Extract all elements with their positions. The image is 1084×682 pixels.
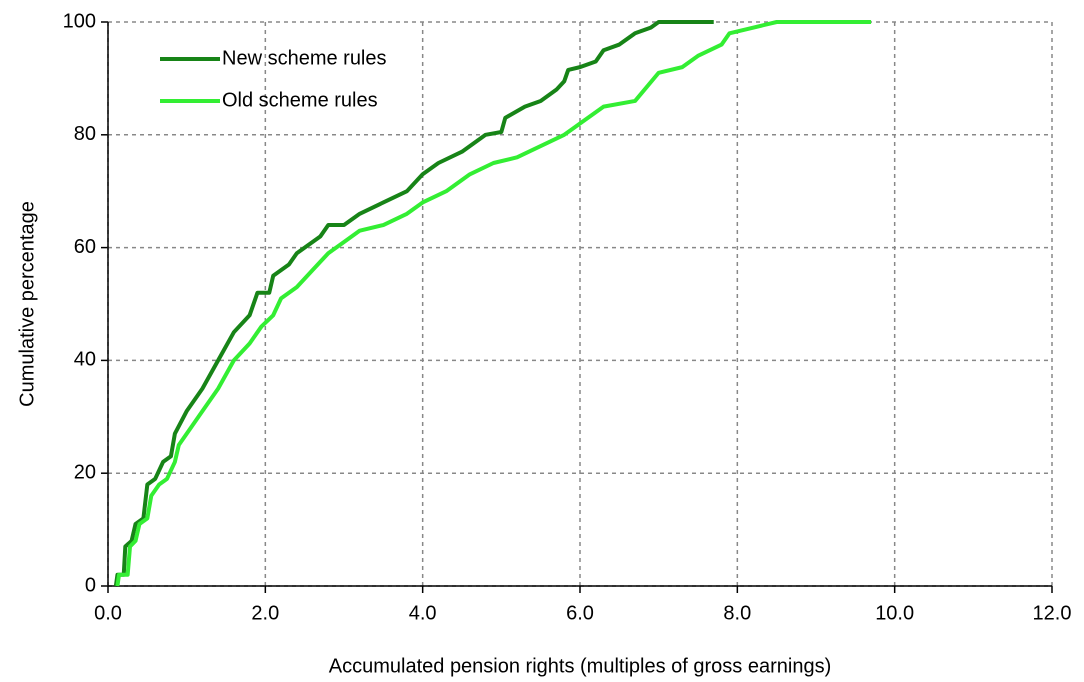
legend-label: Old scheme rules xyxy=(222,89,378,111)
x-tick-label: 6.0 xyxy=(566,602,594,624)
x-tick-label: 12.0 xyxy=(1033,602,1072,624)
x-tick-label: 0.0 xyxy=(94,602,122,624)
y-tick-label: 100 xyxy=(63,10,96,32)
x-tick-label: 4.0 xyxy=(409,602,437,624)
y-axis-label: Cumulative percentage xyxy=(16,201,38,407)
y-tick-label: 80 xyxy=(74,123,96,145)
series-line xyxy=(113,20,714,587)
x-tick-label: 10.0 xyxy=(875,602,914,624)
y-tick-label: 40 xyxy=(74,349,96,371)
x-axis-label: Accumulated pension rights (multiples of… xyxy=(329,655,831,677)
x-tick-label: 2.0 xyxy=(251,602,279,624)
series-line xyxy=(115,20,872,587)
y-tick-label: 20 xyxy=(74,461,96,483)
x-tick-label: 8.0 xyxy=(723,602,751,624)
y-tick-label: 0 xyxy=(85,574,96,596)
legend-label: New scheme rules xyxy=(222,47,387,69)
y-tick-label: 60 xyxy=(74,236,96,258)
